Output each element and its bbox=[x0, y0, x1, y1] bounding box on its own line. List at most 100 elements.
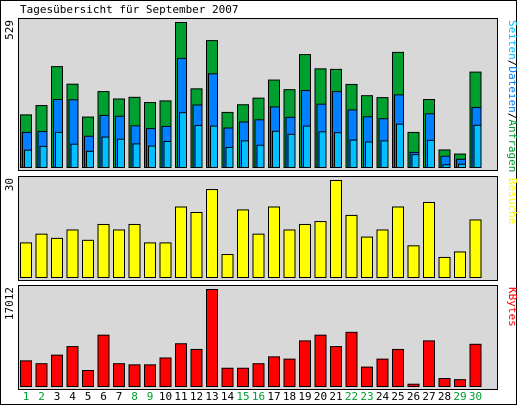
bar-kbytes-day-12 bbox=[190, 348, 203, 387]
x-tick-label-day-1: 1 bbox=[23, 390, 30, 403]
bar-seiten-day-6 bbox=[101, 136, 110, 169]
bar-besuche-day-6 bbox=[97, 223, 110, 278]
bar-kbytes-day-20 bbox=[314, 334, 327, 388]
bar-kbytes-day-19 bbox=[299, 340, 311, 387]
bar-besuche-day-16 bbox=[252, 233, 265, 279]
bar-besuche-day-18 bbox=[283, 229, 296, 278]
x-tick-label-day-19: 19 bbox=[298, 390, 311, 403]
x-tick-label-day-22: 22 bbox=[345, 390, 358, 403]
x-tick-label-day-23: 23 bbox=[360, 390, 373, 403]
x-tick-label-day-5: 5 bbox=[85, 390, 92, 403]
bar-seiten-day-19 bbox=[303, 125, 311, 169]
bar-kbytes-day-18 bbox=[283, 358, 296, 387]
x-tick-label-day-30: 30 bbox=[469, 390, 482, 403]
bar-seiten-day-27 bbox=[427, 139, 435, 168]
bar-besuche-day-7 bbox=[113, 229, 125, 278]
chart-title: Tagesübersicht für September 2007 bbox=[20, 3, 239, 16]
x-tick-label-day-21: 21 bbox=[329, 390, 342, 403]
bar-seiten-day-1 bbox=[24, 149, 32, 168]
bar-kbytes-day-22 bbox=[345, 331, 358, 388]
bar-seiten-day-3 bbox=[55, 131, 63, 168]
bar-besuche-day-2 bbox=[35, 233, 48, 279]
bar-seiten-day-20 bbox=[318, 131, 327, 168]
bar-seiten-day-18 bbox=[287, 133, 296, 168]
bar-besuche-day-28 bbox=[438, 256, 451, 279]
bar-kbytes-day-10 bbox=[159, 357, 172, 388]
bar-kbytes-day-26 bbox=[407, 383, 420, 388]
legend-entry: / bbox=[506, 60, 517, 67]
bar-seiten-day-8 bbox=[132, 143, 141, 168]
bar-kbytes-day-16 bbox=[252, 363, 265, 387]
bar-kbytes-day-1 bbox=[20, 360, 32, 388]
x-tick-label-day-20: 20 bbox=[314, 390, 327, 403]
bar-seiten-day-10 bbox=[163, 140, 172, 168]
bar-besuche-day-10 bbox=[159, 242, 172, 279]
bar-besuche-day-17 bbox=[268, 206, 280, 278]
bar-kbytes-day-5 bbox=[82, 370, 94, 387]
bar-besuche-day-19 bbox=[299, 223, 311, 278]
x-tick-label-day-12: 12 bbox=[190, 390, 203, 403]
bar-seiten-day-29 bbox=[458, 163, 466, 168]
x-tick-label-day-25: 25 bbox=[391, 390, 404, 403]
x-tick-label-day-10: 10 bbox=[159, 390, 172, 403]
legend-entry: / bbox=[506, 113, 517, 120]
x-tick-label-day-11: 11 bbox=[174, 390, 187, 403]
bar-kbytes-day-23 bbox=[361, 366, 373, 387]
x-tick-label-day-8: 8 bbox=[131, 390, 138, 403]
legend-entry: Besuche bbox=[506, 178, 517, 224]
bar-kbytes-day-24 bbox=[376, 358, 389, 387]
bar-seiten-day-15 bbox=[241, 140, 249, 168]
bar-kbytes-day-28 bbox=[438, 378, 451, 387]
bar-seiten-day-30 bbox=[473, 124, 482, 168]
x-tick-label-day-14: 14 bbox=[221, 390, 235, 403]
legend-entry: KBytes bbox=[506, 287, 517, 327]
bar-kbytes-day-6 bbox=[97, 334, 110, 388]
bar-seiten-day-16 bbox=[256, 144, 265, 168]
bar-kbytes-day-25 bbox=[392, 348, 404, 387]
x-tick-label-day-9: 9 bbox=[147, 390, 154, 403]
bar-besuche-day-13 bbox=[206, 189, 218, 278]
bar-seiten-day-2 bbox=[39, 145, 48, 168]
legend-visits: Besuche bbox=[506, 178, 517, 224]
panel-kbytes: 17012 KBytes bbox=[3, 285, 517, 390]
bar-seiten-day-21 bbox=[334, 132, 342, 169]
x-tick-label-day-29: 29 bbox=[453, 390, 466, 403]
bar-besuche-day-3 bbox=[51, 237, 63, 278]
bar-kbytes-day-29 bbox=[454, 379, 466, 388]
bar-kbytes-day-27 bbox=[423, 340, 435, 387]
bar-kbytes-day-3 bbox=[51, 354, 63, 387]
bar-seiten-day-4 bbox=[70, 143, 79, 169]
x-tick-label-day-24: 24 bbox=[376, 390, 390, 403]
bar-seiten-day-26 bbox=[411, 154, 420, 168]
bar-seiten-day-25 bbox=[396, 123, 404, 168]
bar-kbytes-day-11 bbox=[175, 343, 187, 387]
bar-seiten-day-7 bbox=[117, 138, 125, 168]
max-value-label: 17012 bbox=[3, 287, 16, 320]
x-tick-label-day-6: 6 bbox=[100, 390, 107, 403]
bar-kbytes-day-15 bbox=[237, 367, 249, 388]
bar-seiten-day-9 bbox=[148, 145, 156, 169]
bar-besuche-day-26 bbox=[407, 245, 420, 279]
bar-kbytes-day-9 bbox=[144, 364, 156, 388]
bar-seiten-day-28 bbox=[442, 164, 451, 168]
x-tick-label-day-17: 17 bbox=[267, 390, 280, 403]
bar-besuche-day-25 bbox=[392, 206, 404, 278]
x-tick-label-day-4: 4 bbox=[69, 390, 76, 403]
bar-kbytes-day-30 bbox=[469, 343, 482, 387]
x-tick-label-day-26: 26 bbox=[407, 390, 420, 403]
bar-kbytes-day-17 bbox=[268, 356, 280, 387]
legend-entry: Dateien bbox=[506, 66, 517, 112]
bar-besuche-day-24 bbox=[376, 229, 389, 278]
x-tick-label-day-7: 7 bbox=[116, 390, 123, 403]
bar-kbytes-day-4 bbox=[66, 346, 79, 388]
bar-besuche-day-29 bbox=[454, 251, 466, 278]
bar-besuche-day-15 bbox=[237, 209, 249, 279]
bar-kbytes-day-21 bbox=[330, 346, 342, 388]
bar-seiten-day-22 bbox=[349, 139, 358, 169]
bar-seiten-day-12 bbox=[194, 125, 203, 169]
legend-kbytes: KBytes bbox=[506, 287, 517, 327]
bar-besuche-day-27 bbox=[423, 201, 435, 278]
legend-entry: Anfragen bbox=[506, 119, 517, 172]
bar-besuche-day-8 bbox=[128, 223, 141, 278]
